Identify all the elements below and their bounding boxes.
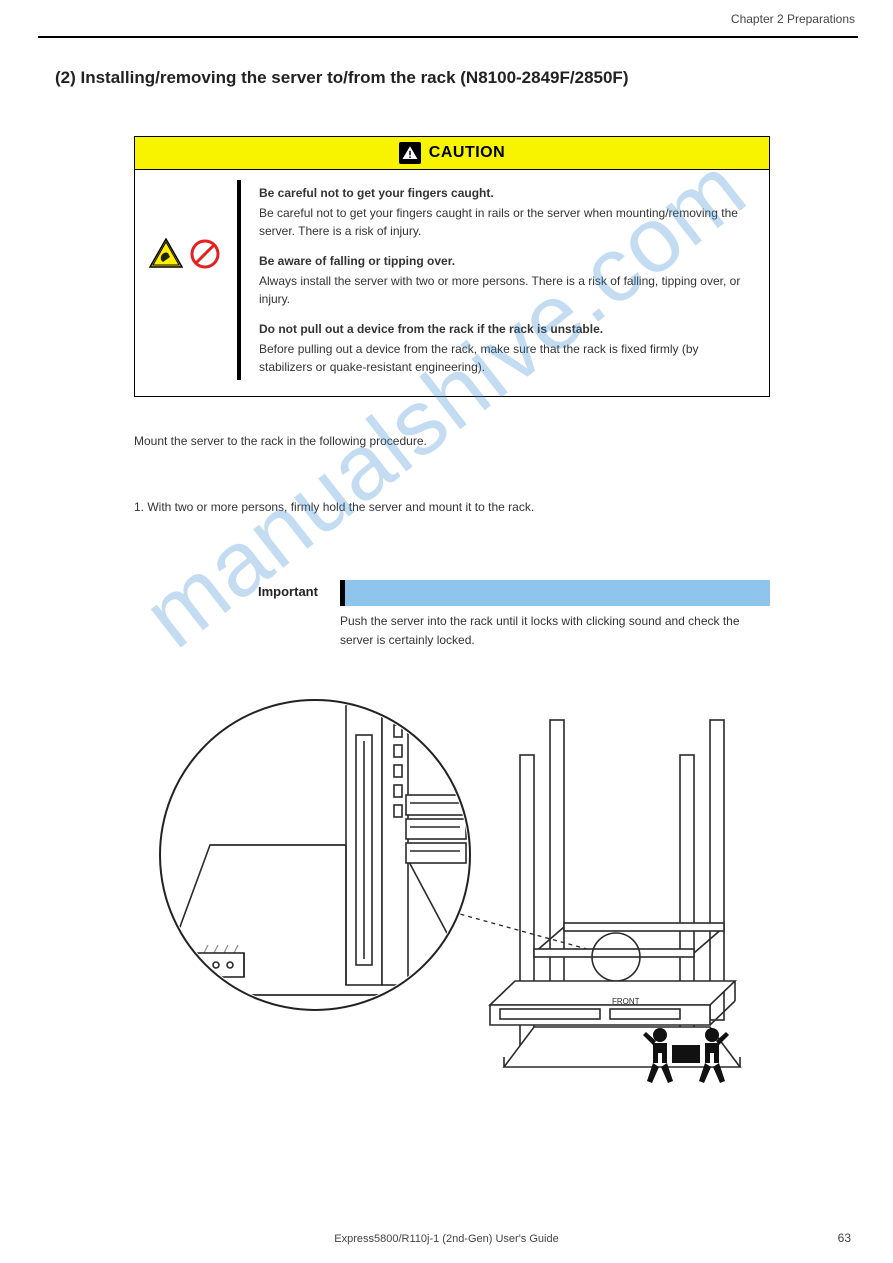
caution-block1-title: Be careful not to get your fingers caugh… <box>259 184 753 202</box>
diagram-front-label: FRONT <box>612 997 640 1006</box>
hand-pinch-hazard-icon <box>149 238 183 268</box>
caution-body: Be careful not to get your fingers caugh… <box>135 170 769 396</box>
chapter-header: Chapter 2 Preparations <box>731 12 855 26</box>
top-rule <box>38 36 858 38</box>
prohibition-icon <box>189 238 221 270</box>
footer-title: Express5800/R110j-1 (2nd-Gen) User's Gui… <box>0 1233 893 1245</box>
caution-block1-body: Be careful not to get your fingers caugh… <box>259 204 753 240</box>
caution-block2-title: Be aware of falling or tipping over. <box>259 252 753 270</box>
procedure-intro: Mount the server to the rack in the foll… <box>134 432 766 451</box>
caution-block3-title: Do not pull out a device from the rack i… <box>259 320 753 338</box>
caution-divider <box>237 180 241 380</box>
caution-block2-body: Always install the server with two or mo… <box>259 272 753 308</box>
important-label: Important <box>258 580 340 606</box>
alert-triangle-icon <box>399 142 421 164</box>
zoom-detail-icon <box>155 700 480 1010</box>
procedure-step-1: 1. With two or more persons, firmly hold… <box>134 498 766 517</box>
caution-header: CAUTION <box>135 137 769 170</box>
caution-label: CAUTION <box>429 144 505 162</box>
caution-text: Be careful not to get your fingers caugh… <box>253 180 755 380</box>
caution-block3-body: Before pulling out a device from the rac… <box>259 340 753 376</box>
page-number: 63 <box>838 1231 851 1245</box>
important-blue-bar <box>345 580 770 606</box>
section-title: (2) Installing/removing the server to/fr… <box>55 68 628 88</box>
important-text: Push the server into the rack until it l… <box>340 612 770 650</box>
important-block: Important Push the server into the rack … <box>258 580 770 650</box>
caution-icons <box>149 180 225 380</box>
caution-box: CAUTION Be careful not to get your finge… <box>134 136 770 397</box>
installation-diagram: FRONT <box>150 695 742 1115</box>
